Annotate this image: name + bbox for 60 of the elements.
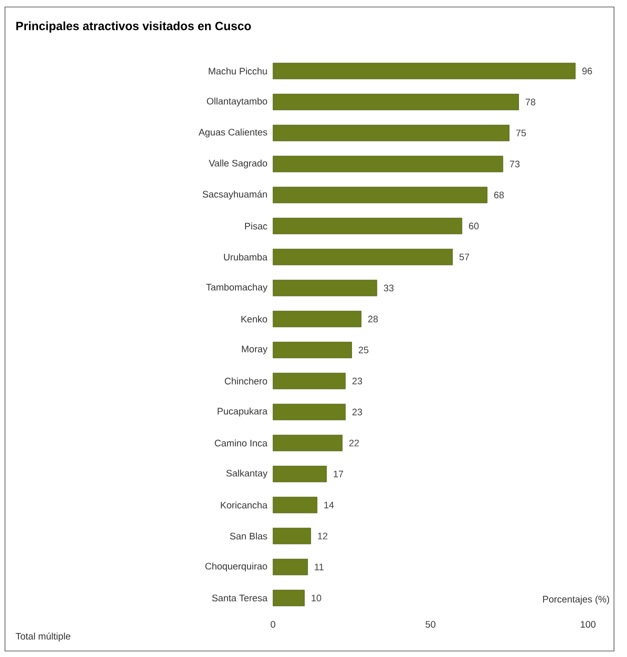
data-label: 23 xyxy=(352,378,362,384)
y-tick-label: Pisac xyxy=(245,222,268,230)
y-tick-label: Valle Sagrado xyxy=(208,160,268,168)
bar xyxy=(272,342,352,358)
y-tick-label: Machu Picchu xyxy=(208,68,267,74)
data-label: 60 xyxy=(468,222,479,230)
bar xyxy=(272,372,346,390)
bar xyxy=(272,186,488,204)
y-tick-label: Chinchero xyxy=(224,378,268,384)
bar xyxy=(272,218,462,234)
data-label: 17 xyxy=(334,470,344,478)
text: Total múltiple xyxy=(16,632,70,642)
y-tick-label: Moray xyxy=(242,346,268,354)
bar xyxy=(272,62,576,80)
data-label: 12 xyxy=(318,532,328,540)
x-tick-label: 100 xyxy=(580,621,596,628)
data-label: 73 xyxy=(510,160,520,168)
data-label: 10 xyxy=(312,594,322,602)
bar xyxy=(272,248,453,266)
data-label: 23 xyxy=(352,408,362,416)
data-label: 68 xyxy=(494,192,504,198)
bar xyxy=(272,528,311,544)
data-label: 14 xyxy=(324,502,334,508)
data-label: 75 xyxy=(516,130,526,136)
data-label: 57 xyxy=(459,254,470,260)
bar xyxy=(272,310,362,328)
bar xyxy=(272,434,342,452)
y-tick-label: Salkantay xyxy=(226,470,268,478)
bar xyxy=(272,404,346,420)
data-label: 28 xyxy=(368,316,378,322)
y-tick-label: Urubamba xyxy=(224,254,268,260)
y-tick-label: San Blas xyxy=(230,532,268,540)
y-tick-label: Santa Teresa xyxy=(212,594,268,602)
bar xyxy=(272,558,308,576)
text: Principales atractivos visitados en Cusco xyxy=(16,21,251,33)
y-tick-label: Ollantaytambo xyxy=(206,98,268,106)
bar xyxy=(272,124,510,142)
y-tick-label: Aguas Calientes xyxy=(198,128,268,138)
data-label: 25 xyxy=(358,346,368,354)
y-tick-label: Kenko xyxy=(241,316,268,322)
data-label: 78 xyxy=(526,98,536,106)
data-label: 33 xyxy=(384,284,394,292)
y-tick-label: Koricancha xyxy=(220,502,268,508)
x-tick-label: 50 xyxy=(426,621,436,628)
y-tick-label: Choquerquirao xyxy=(205,562,268,572)
x-tick-label: 0 xyxy=(270,621,276,628)
data-label: 22 xyxy=(349,440,359,446)
bar xyxy=(272,466,327,482)
y-tick-label: Pucapukara xyxy=(218,408,268,416)
bar xyxy=(272,496,318,514)
y-tick-label: Camino Inca xyxy=(214,440,268,446)
data-label: 96 xyxy=(582,68,592,74)
bar xyxy=(272,590,305,606)
bar xyxy=(272,156,504,172)
y-tick-label: Tambomachay xyxy=(206,284,268,292)
data-label: 11 xyxy=(314,564,324,570)
bar xyxy=(272,94,519,110)
x-axis-title: Porcentajes (%) xyxy=(543,596,610,604)
y-tick-label: Sacsayhuamán xyxy=(202,190,267,200)
bar xyxy=(272,280,378,296)
